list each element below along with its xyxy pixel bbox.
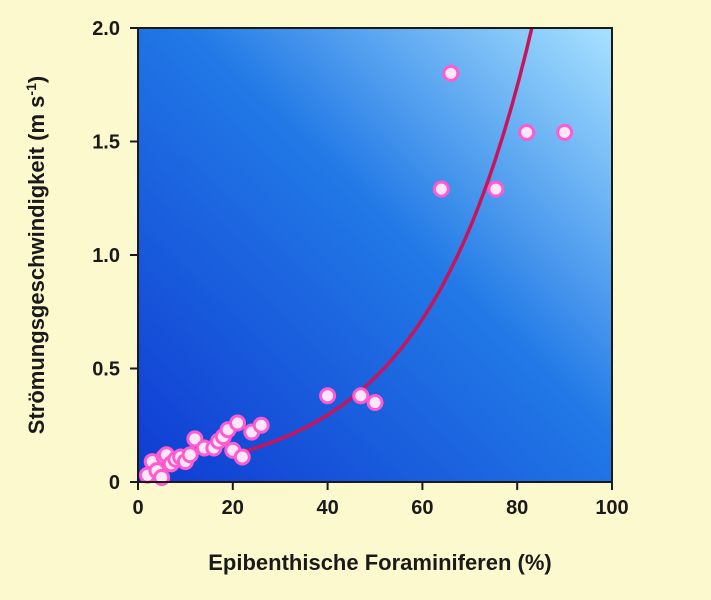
data-points (138, 64, 574, 486)
data-point (432, 180, 450, 198)
data-point (181, 446, 199, 464)
data-point (233, 448, 251, 466)
y-axis-title: Strömungsgeschwindigkeit (m s-1) (23, 76, 49, 434)
x-tick-label: 0 (132, 497, 143, 519)
y-tick-label: 0.5 (92, 359, 120, 381)
fit-curve (231, 28, 534, 457)
data-point (319, 387, 337, 405)
data-point (556, 123, 574, 141)
y-axis-title-close: ) (24, 76, 49, 83)
fit-curve-group (231, 28, 534, 457)
data-point (229, 414, 247, 432)
data-point (366, 394, 384, 412)
data-point (518, 123, 536, 141)
y-tick-label: 1.5 (92, 132, 120, 154)
x-tick-label: 20 (222, 497, 244, 519)
x-tick-label: 40 (316, 497, 338, 519)
data-point (442, 64, 460, 82)
x-tick-label: 100 (595, 497, 628, 519)
x-tick-label: 80 (506, 497, 528, 519)
y-axis-title-superscript: -1 (23, 83, 39, 96)
axis-ticks: 0 20 40 60 80 100 0 0.5 1.0 1.5 2.0 (92, 18, 629, 519)
y-tick-label: 2.0 (92, 18, 120, 40)
data-point (153, 468, 171, 486)
y-tick-label: 0 (109, 472, 120, 494)
plot-area (138, 28, 612, 482)
y-tick-label: 1.0 (92, 245, 120, 267)
y-axis-title-main: Strömungsgeschwindigkeit (m s (24, 96, 49, 435)
x-axis-title: Epibenthische Foraminiferen (%) (208, 550, 552, 575)
data-point (352, 387, 370, 405)
data-point (487, 180, 505, 198)
data-point (252, 416, 270, 434)
x-tick-label: 60 (411, 497, 433, 519)
